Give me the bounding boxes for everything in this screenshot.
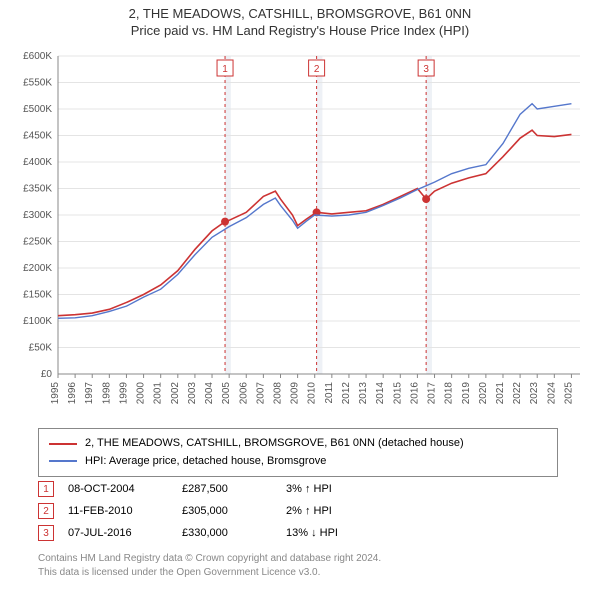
svg-text:1995: 1995 — [50, 382, 61, 405]
svg-text:£200K: £200K — [23, 263, 52, 274]
svg-text:2006: 2006 — [238, 382, 249, 405]
transaction-delta: 2% ↑ HPI — [286, 505, 426, 517]
svg-text:2004: 2004 — [204, 382, 215, 405]
svg-text:2015: 2015 — [392, 382, 403, 405]
legend-label: 2, THE MEADOWS, CATSHILL, BROMSGROVE, B6… — [85, 435, 464, 453]
svg-text:2019: 2019 — [461, 382, 472, 405]
svg-text:2003: 2003 — [187, 382, 198, 405]
svg-text:£550K: £550K — [23, 78, 52, 89]
transaction-date: 11-FEB-2010 — [68, 505, 168, 517]
svg-text:£500K: £500K — [23, 104, 52, 115]
svg-text:2002: 2002 — [170, 382, 181, 405]
legend-swatch — [49, 460, 77, 462]
svg-text:2020: 2020 — [478, 382, 489, 405]
svg-text:2008: 2008 — [272, 382, 283, 405]
legend-item: HPI: Average price, detached house, Brom… — [49, 453, 547, 471]
footer-attribution: Contains HM Land Registry data © Crown c… — [38, 552, 381, 580]
price-chart: £0 £50K £100K £150K £200K £250K £300K £350K £400… — [10, 48, 590, 418]
svg-text:2024: 2024 — [546, 382, 557, 405]
svg-text:1999: 1999 — [118, 382, 129, 405]
svg-text:£50K: £50K — [29, 343, 53, 354]
transaction-marker: 3 — [38, 525, 54, 541]
svg-text:1: 1 — [222, 64, 228, 75]
svg-text:£400K: £400K — [23, 157, 52, 168]
svg-text:2025: 2025 — [563, 382, 574, 405]
svg-text:£100K: £100K — [23, 316, 52, 327]
svg-text:2000: 2000 — [136, 382, 147, 405]
svg-text:2023: 2023 — [529, 382, 540, 405]
chart-title-line2: Price paid vs. HM Land Registry's House … — [0, 23, 600, 38]
svg-text:£350K: £350K — [23, 184, 52, 195]
svg-text:2012: 2012 — [341, 382, 352, 405]
svg-text:2014: 2014 — [375, 382, 386, 405]
footer-line2: This data is licensed under the Open Gov… — [38, 566, 381, 580]
legend-swatch — [49, 443, 77, 445]
transaction-row: 3 07-JUL-2016 £330,000 13% ↓ HPI — [38, 522, 558, 544]
svg-text:£150K: £150K — [23, 290, 52, 301]
transaction-date: 08-OCT-2004 — [68, 483, 168, 495]
legend-label: HPI: Average price, detached house, Brom… — [85, 453, 326, 471]
svg-text:£600K: £600K — [23, 51, 52, 62]
svg-text:2001: 2001 — [153, 382, 164, 405]
svg-text:1997: 1997 — [84, 382, 95, 405]
svg-text:2022: 2022 — [512, 382, 523, 405]
legend-item: 2, THE MEADOWS, CATSHILL, BROMSGROVE, B6… — [49, 435, 547, 453]
svg-text:2018: 2018 — [444, 382, 455, 405]
svg-text:2017: 2017 — [427, 382, 438, 405]
svg-text:2013: 2013 — [358, 382, 369, 405]
svg-text:1998: 1998 — [101, 382, 112, 405]
svg-text:2: 2 — [314, 64, 320, 75]
svg-text:£450K: £450K — [23, 131, 52, 142]
transaction-delta: 13% ↓ HPI — [286, 527, 426, 539]
transaction-date: 07-JUL-2016 — [68, 527, 168, 539]
transaction-price: £305,000 — [182, 505, 272, 517]
svg-text:2011: 2011 — [324, 382, 335, 404]
svg-text:2007: 2007 — [255, 382, 266, 405]
transaction-delta: 3% ↑ HPI — [286, 483, 426, 495]
transaction-row: 2 11-FEB-2010 £305,000 2% ↑ HPI — [38, 500, 558, 522]
chart-title-line1: 2, THE MEADOWS, CATSHILL, BROMSGROVE, B6… — [0, 6, 600, 21]
transaction-price: £287,500 — [182, 483, 272, 495]
svg-text:2009: 2009 — [290, 382, 301, 405]
transaction-marker: 2 — [38, 503, 54, 519]
svg-text:£0: £0 — [41, 369, 53, 380]
svg-text:1996: 1996 — [67, 382, 78, 405]
footer-line1: Contains HM Land Registry data © Crown c… — [38, 552, 381, 566]
transaction-price: £330,000 — [182, 527, 272, 539]
svg-text:2010: 2010 — [307, 382, 318, 405]
transaction-row: 1 08-OCT-2004 £287,500 3% ↑ HPI — [38, 478, 558, 500]
transaction-marker: 1 — [38, 481, 54, 497]
svg-text:2005: 2005 — [221, 382, 232, 405]
svg-text:3: 3 — [423, 64, 429, 75]
svg-text:£300K: £300K — [23, 210, 52, 221]
svg-text:2021: 2021 — [495, 382, 506, 405]
svg-text:£250K: £250K — [23, 237, 52, 248]
legend: 2, THE MEADOWS, CATSHILL, BROMSGROVE, B6… — [38, 428, 558, 477]
transactions-table: 1 08-OCT-2004 £287,500 3% ↑ HPI 2 11-FEB-2010… — [38, 478, 558, 544]
svg-text:2016: 2016 — [409, 382, 420, 405]
